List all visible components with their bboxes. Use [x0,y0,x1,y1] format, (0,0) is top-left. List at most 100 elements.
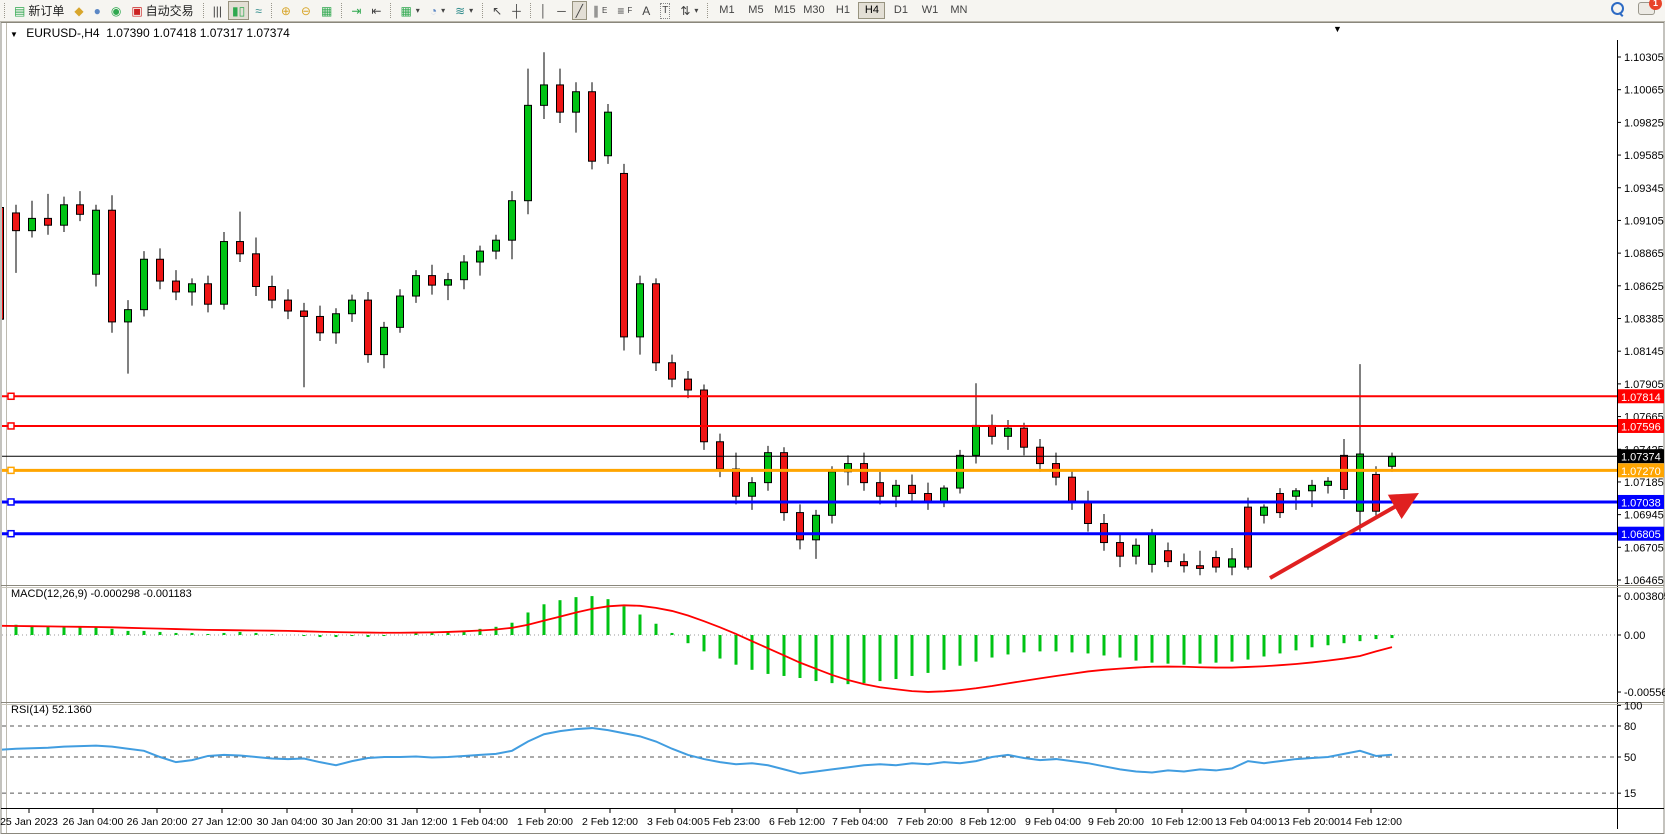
svg-text:1.10305: 1.10305 [1624,52,1664,64]
profiles-button[interactable]: ◆ [70,1,87,20]
periods-button[interactable]: ◔ ▾ [426,1,449,20]
zoom-in-button[interactable]: ⊕ [277,1,295,20]
dropdown-caret-icon: ▾ [415,6,420,15]
svg-text:6 Feb 12:00: 6 Feb 12:00 [769,816,825,828]
signals-button[interactable]: ◉ [107,1,125,20]
svg-text:7 Feb 04:00: 7 Feb 04:00 [832,816,888,828]
new-order-label: 新订单 [28,4,65,18]
chart-shift-button[interactable]: ⇤ [367,1,385,20]
toolbar-grip [482,3,484,18]
timeframe-m5-button[interactable]: M5 [748,4,764,16]
toolbar-grip [4,3,5,18]
scroll-to-end-icon[interactable]: ▼ [1333,24,1342,34]
timeframe-w1-button[interactable]: W1 [921,4,939,16]
toolbar-grip [390,3,392,18]
new-chart-button[interactable]: ▦ ▾ [396,1,423,20]
symbol-dropdown-icon[interactable]: ▼ [10,30,18,39]
timeframe-h4-button[interactable]: H4 [858,2,886,19]
candlestick-chart-button[interactable]: ▮▯ [228,1,250,20]
auto-trading-button[interactable]: ▣ 自动交易 [127,1,197,20]
svg-text:1.09105: 1.09105 [1624,215,1664,227]
auto-trading-label: 自动交易 [145,4,194,18]
svg-text:1.07374: 1.07374 [1621,452,1661,464]
channel-icon: ∥ [592,3,599,18]
arrows-tool-button[interactable]: ⇅ ▾ [676,1,702,20]
timeframe-d1-button[interactable]: D1 [893,4,908,16]
main-toolbar: ▤ 新订单 ◆ ● ◉ ▣ 自动交易 ||| ▮▯ ≈ ⊕ ⊖ [0,0,1665,22]
channel-sub-label: E [601,6,608,15]
indicators-button[interactable]: ≋ ▾ [451,1,477,20]
arrows-tool-icon: ⇅ [680,3,691,18]
svg-text:7 Feb 20:00: 7 Feb 20:00 [897,816,953,828]
svg-text:30 Jan 04:00: 30 Jan 04:00 [257,816,318,828]
svg-text:1.09345: 1.09345 [1624,183,1664,195]
chat-icon[interactable]: 1 [1638,0,1662,15]
horizontal-line-tool-button[interactable]: ─ [553,1,570,20]
text-label-tool-button[interactable]: T [656,1,674,20]
new-chart-icon: ▦ [400,3,412,18]
candlestick-chart-icon: ▮▯ [232,3,246,18]
text-label-icon: T [660,2,671,19]
svg-text:1.06945: 1.06945 [1624,510,1664,522]
timeframe-mn-button[interactable]: MN [950,4,968,16]
timeframe-m1-button[interactable]: M1 [719,4,735,16]
svg-text:3 Feb 04:00: 3 Feb 04:00 [647,816,703,828]
chart-window[interactable]: ▼ EURUSD-,H4 1.07390 1.07418 1.07317 1.0… [0,22,1665,835]
svg-text:27 Jan 12:00: 27 Jan 12:00 [192,816,253,828]
new-order-button[interactable]: ▤ 新订单 [10,1,68,20]
svg-text:1.07905: 1.07905 [1624,379,1664,391]
svg-text:15: 15 [1624,788,1636,800]
fibonacci-icon: ≡ [617,3,625,18]
svg-text:25 Jan 2023: 25 Jan 2023 [0,816,58,828]
crosshair-tool-button[interactable]: ┼ [508,1,525,20]
crosshair-icon: ┼ [512,3,521,18]
zoom-out-button[interactable]: ⊖ [297,1,315,20]
timeframe-m15-button[interactable]: M15 [774,4,796,16]
svg-text:1 Feb 20:00: 1 Feb 20:00 [517,816,573,828]
svg-text:1.08625: 1.08625 [1624,281,1664,293]
svg-text:0.00: 0.00 [1624,630,1645,642]
horizontal-line-icon: ─ [557,3,566,18]
indicators-icon: ≋ [455,3,466,18]
zoom-in-icon: ⊕ [280,3,291,18]
svg-text:9 Feb 04:00: 9 Feb 04:00 [1025,816,1081,828]
vertical-line-tool-button[interactable]: │ [536,1,552,20]
svg-text:13 Feb 04:00: 13 Feb 04:00 [1215,816,1277,828]
cursor-tool-button[interactable]: ↖ [488,1,506,20]
timeframe-m30-button[interactable]: M30 [803,4,825,16]
svg-text:1.08145: 1.08145 [1624,346,1664,358]
svg-text:0.003805: 0.003805 [1624,591,1665,603]
dropdown-caret-icon: ▾ [469,6,474,15]
toolbar-grip [529,3,531,18]
bar-chart-button[interactable]: ||| [209,1,226,20]
tile-windows-button[interactable]: ▦ [317,1,336,20]
chart-canvas[interactable]: 1.10305 1.10065 1.09825 1.09585 1.09345 1.091… [0,22,1665,835]
svg-text:5 Feb 23:00: 5 Feb 23:00 [704,816,760,828]
notification-badge: 1 [1649,0,1662,10]
toolbar-grip [707,3,709,18]
svg-text:13 Feb 20:00: 13 Feb 20:00 [1278,816,1340,828]
channel-tool-button[interactable]: ∥ E [589,1,611,20]
data-window-icon: ● [93,3,101,18]
trendline-tool-button[interactable]: ╱ [571,1,587,20]
vertical-line-icon: │ [539,3,548,18]
svg-text:1.09585: 1.09585 [1624,150,1664,162]
auto-scroll-button[interactable]: ⇥ [347,1,365,20]
ohlc-values: 1.07390 1.07418 1.07317 1.07374 [106,26,290,40]
data-window-button[interactable]: ● [90,1,105,20]
search-icon[interactable] [1611,2,1624,15]
text-tool-button[interactable]: A [638,1,654,20]
text-tool-icon: A [642,3,651,18]
fibonacci-sub-label: F [627,6,633,15]
svg-text:1.07185: 1.07185 [1624,477,1664,489]
timeframe-h1-button[interactable]: H1 [835,4,850,16]
svg-text:31 Jan 12:00: 31 Jan 12:00 [387,816,448,828]
svg-text:1.06805: 1.06805 [1621,529,1661,541]
svg-text:1.07814: 1.07814 [1621,392,1661,404]
auto-trading-icon: ▣ [131,3,143,18]
toolbar-grip [202,3,204,18]
fibonacci-tool-button[interactable]: ≡ F [613,1,636,20]
line-chart-button[interactable]: ≈ [251,1,266,20]
toolbar-grip [341,3,343,18]
